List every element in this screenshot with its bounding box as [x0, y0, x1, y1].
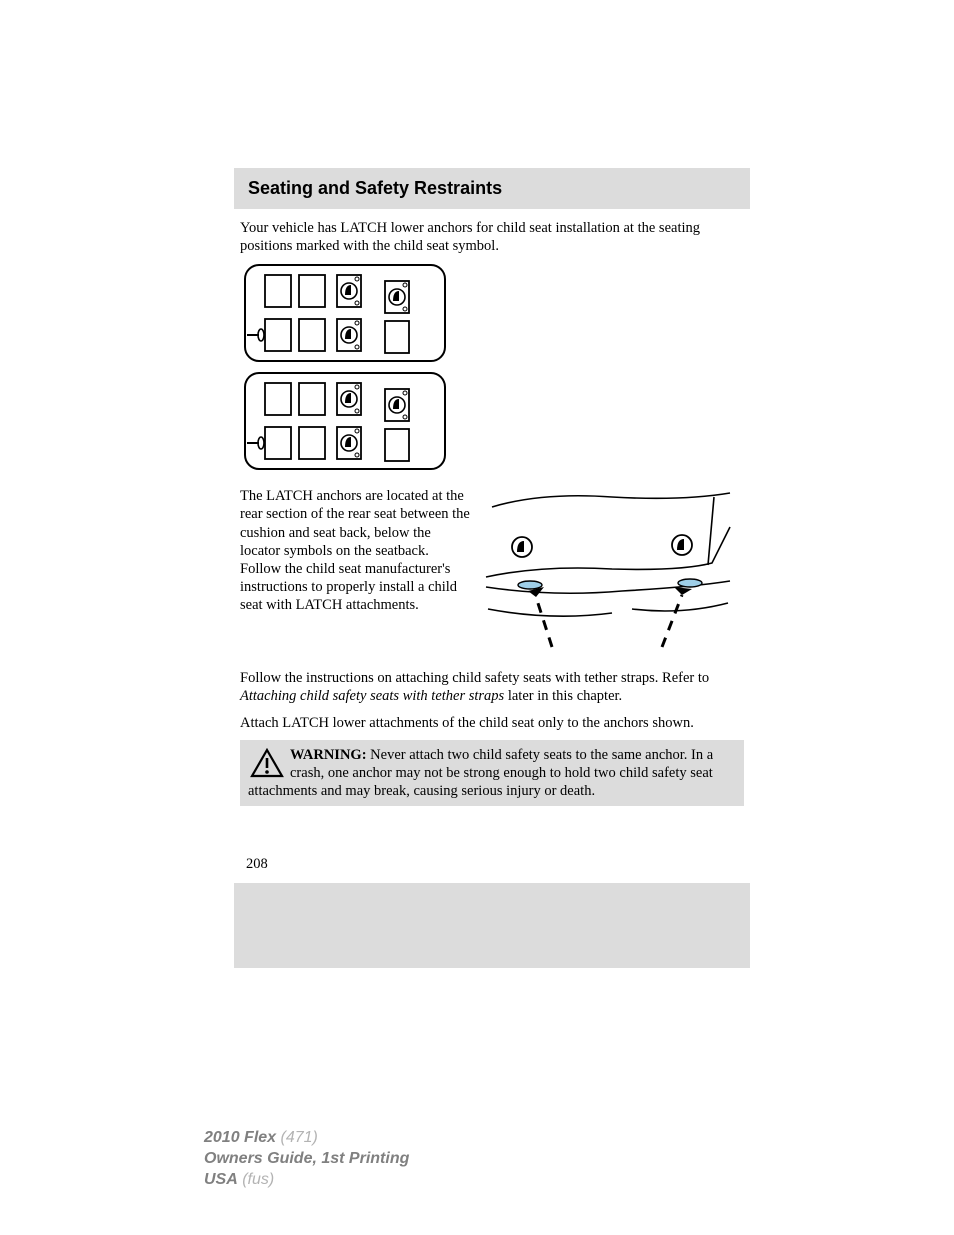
anchor-detail-diagram — [482, 487, 744, 657]
warning-label: WARNING: — [290, 747, 367, 763]
warning-triangle-icon — [250, 748, 284, 778]
attach-note-paragraph: Attach LATCH lower attachments of the ch… — [240, 714, 744, 732]
footer-country-code: (fus) — [238, 1171, 274, 1188]
follow-instructions-paragraph: Follow the instructions on attaching chi… — [240, 669, 744, 705]
footer-line-2: Owners Guide, 1st Printing — [204, 1149, 954, 1170]
anchor-detail-svg — [482, 487, 732, 657]
follow-pre-text: Follow the instructions on attaching chi… — [240, 670, 709, 686]
footer-country: USA — [204, 1171, 238, 1188]
follow-post-text: later in this chapter. — [504, 688, 622, 704]
section-title: Seating and Safety Restraints — [248, 178, 736, 199]
anchor-description-row: The LATCH anchors are located at the rea… — [240, 487, 744, 657]
seat-layout-svg — [240, 263, 450, 473]
anchor-location-paragraph: The LATCH anchors are located at the rea… — [240, 487, 472, 614]
warning-box: WARNING: Never attach two child safety s… — [240, 740, 744, 806]
page-number: 208 — [240, 856, 744, 883]
footer-model: 2010 Flex — [204, 1129, 276, 1146]
follow-italic-text: Attaching child safety seats with tether… — [240, 688, 504, 704]
section-header-bar: Seating and Safety Restraints — [234, 168, 750, 209]
document-footer: 2010 Flex (471) Owners Guide, 1st Printi… — [204, 1128, 954, 1190]
footer-line-3: USA (fus) — [204, 1170, 954, 1191]
footer-line-1: 2010 Flex (471) — [204, 1128, 954, 1149]
page-scan-area: Seating and Safety Restraints Your vehic… — [234, 168, 750, 968]
intro-paragraph: Your vehicle has LATCH lower anchors for… — [240, 219, 744, 255]
footer-model-code: (471) — [276, 1129, 318, 1146]
body-content: Your vehicle has LATCH lower anchors for… — [234, 209, 750, 883]
seat-layout-diagram — [240, 263, 744, 473]
